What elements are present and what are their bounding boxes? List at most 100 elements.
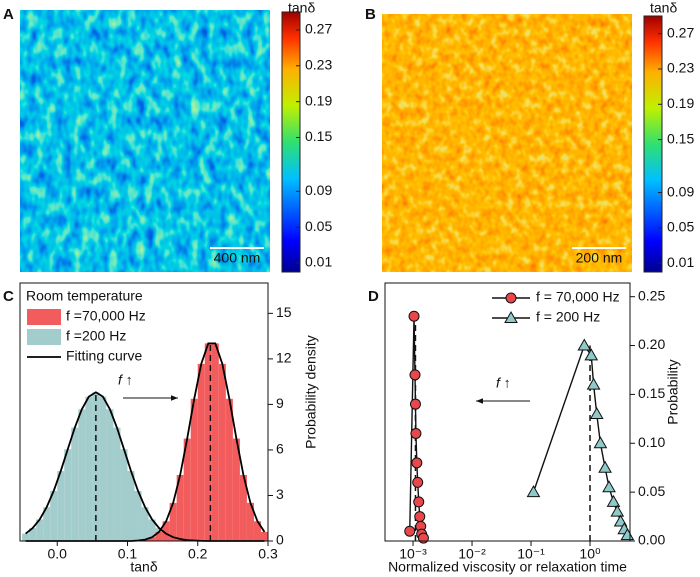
colorbar-tick-label: 0.05	[305, 218, 332, 234]
histogram-bar	[190, 398, 198, 541]
colorbar-tick-label: 0.09	[667, 183, 694, 199]
x-tick-label: 10⁻¹	[517, 546, 545, 562]
histogram-bar	[127, 471, 135, 541]
legend-swatch	[27, 329, 61, 345]
x-tick-label: 0.0	[48, 546, 68, 562]
histogram-bar	[78, 409, 86, 541]
y-tick-label: 0.05	[638, 483, 665, 499]
data-point	[412, 476, 424, 488]
data-point	[577, 338, 592, 351]
histogram-bar	[169, 502, 177, 541]
histogram-bar	[57, 471, 65, 541]
y-tick-label: 0.00	[638, 532, 665, 548]
legend-label: f = 200 Hz	[536, 309, 600, 325]
y-tick-label: 6	[276, 441, 284, 457]
x-tick-label: 0.3	[258, 546, 278, 562]
histogram-bar	[197, 363, 205, 541]
histogram-bar	[120, 449, 128, 541]
histogram-bar	[183, 438, 191, 541]
data-point	[593, 436, 608, 449]
colorbar-tick-label: 0.23	[667, 60, 694, 76]
histogram-bar	[246, 502, 254, 541]
histogram-bar	[239, 474, 247, 541]
x-tick-label: 10⁻³	[399, 546, 427, 562]
histogram-bar	[211, 343, 219, 541]
colorbar-label: tanδ	[288, 0, 315, 16]
y-axis-label: Probability	[665, 359, 681, 424]
colorbar-tick-label: 0.09	[305, 182, 332, 198]
data-point	[586, 377, 601, 390]
histogram-bar	[64, 449, 72, 541]
legend-label: f =200 Hz	[66, 328, 126, 344]
x-axis-label: Normalized viscosity or relaxation time	[388, 559, 627, 575]
colorbar-tick-label: 0.27	[305, 21, 332, 37]
histogram-bar	[85, 396, 93, 541]
legend-marker	[504, 310, 518, 323]
data-point	[598, 460, 612, 473]
histogram-bar	[29, 528, 37, 541]
data-point	[413, 496, 425, 508]
legend-marker	[505, 292, 517, 304]
data-point	[606, 494, 621, 507]
panel-label: D	[368, 288, 379, 305]
y-tick-label: 0.10	[638, 434, 665, 450]
x-tick-label: 10⁰	[579, 546, 601, 562]
data-point	[417, 532, 429, 544]
plot-frame	[384, 282, 631, 542]
y-tick-label: 9	[276, 395, 284, 411]
y-tick-label: 15	[276, 304, 292, 320]
data-point	[589, 406, 604, 419]
colorbar-tick-label: 0.27	[667, 24, 694, 40]
y-axis-label: Probability density	[303, 335, 319, 449]
x-tick-label: 0.2	[188, 546, 208, 562]
y-tick-label: 0.25	[638, 287, 665, 303]
data-point	[408, 310, 420, 322]
x-tick-label: 0.1	[118, 546, 138, 562]
scale-bar-label: 400 nm	[214, 250, 261, 266]
data-point	[613, 514, 628, 527]
data-point	[411, 457, 423, 469]
legend-title: Room temperature	[26, 288, 143, 304]
histogram-bar	[22, 533, 30, 541]
y-tick-label: 3	[276, 486, 284, 502]
x-axis-label: tanδ	[130, 559, 157, 575]
scale-bar-label: 200 nm	[576, 250, 623, 266]
histogram-bar	[260, 531, 268, 541]
data-point	[409, 369, 421, 381]
colorbar-tick-label: 0.15	[305, 128, 332, 144]
histogram-bar	[50, 490, 58, 541]
histogram-bar	[225, 398, 233, 541]
y-tick-label: 12	[276, 350, 292, 366]
x-tick-label: 10⁻²	[458, 546, 486, 562]
histogram-bar	[218, 363, 226, 541]
colorbar-tick-label: 0.19	[305, 92, 332, 108]
data-point	[410, 428, 422, 439]
colorbar-tick-label: 0.01	[305, 254, 332, 270]
colorbar	[643, 15, 663, 273]
data-point	[414, 511, 426, 523]
histogram-bar	[106, 409, 114, 541]
histogram-bar	[253, 521, 261, 541]
colorbar-tick-label: 0.01	[667, 254, 694, 270]
panel-label: C	[3, 288, 14, 305]
histogram-bar	[155, 531, 163, 541]
colorbar-tick-label: 0.23	[305, 56, 332, 72]
tan-delta-map	[20, 10, 270, 272]
histogram-bar	[148, 519, 156, 541]
histogram-bar	[232, 438, 240, 541]
histogram-bar	[36, 519, 44, 541]
histogram-bar	[43, 507, 51, 541]
histogram-bar	[204, 343, 212, 541]
legend-label: Fitting curve	[66, 348, 142, 364]
colorbar	[281, 11, 301, 273]
data-point	[526, 485, 541, 498]
colorbar-tick-label: 0.15	[667, 130, 694, 146]
panel-label: A	[3, 6, 14, 23]
legend-label: f = 70,000 Hz	[536, 289, 620, 305]
data-point	[404, 525, 416, 537]
legend-label: f =70,000 Hz	[66, 308, 146, 324]
histogram-bar	[99, 396, 107, 541]
plot-frame	[19, 282, 269, 542]
y-tick-label: 0.20	[638, 336, 665, 352]
